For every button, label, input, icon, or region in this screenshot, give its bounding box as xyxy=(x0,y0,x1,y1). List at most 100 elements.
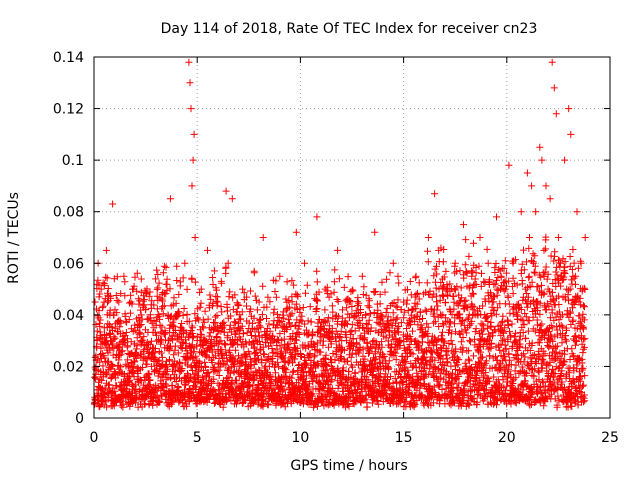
data-point xyxy=(196,359,204,367)
data-point xyxy=(102,273,110,281)
data-point xyxy=(114,343,122,351)
data-point xyxy=(213,286,220,294)
data-point xyxy=(227,328,235,336)
data-point xyxy=(227,380,235,388)
data-point xyxy=(203,338,211,346)
data-point xyxy=(137,275,145,283)
data-point xyxy=(252,348,260,356)
data-point xyxy=(209,274,217,281)
data-point xyxy=(101,354,109,362)
data-point xyxy=(96,290,104,298)
data-point xyxy=(254,386,262,394)
data-point xyxy=(126,309,134,317)
y-tick-label: 0.08 xyxy=(53,205,84,221)
data-point xyxy=(120,272,128,280)
data-point xyxy=(166,374,174,382)
data-point xyxy=(178,333,185,341)
data-point xyxy=(240,289,248,297)
y-tick-label: 0.06 xyxy=(53,256,84,272)
data-point xyxy=(233,400,240,408)
data-point xyxy=(92,375,100,383)
data-point xyxy=(130,282,138,290)
data-point xyxy=(200,347,208,355)
x-tick-label: 25 xyxy=(601,430,619,446)
data-point xyxy=(103,370,111,378)
data-point xyxy=(148,297,156,305)
data-point xyxy=(197,331,205,339)
data-point xyxy=(97,351,104,358)
data-point xyxy=(196,303,204,311)
x-tick-label: 10 xyxy=(291,430,309,446)
data-point xyxy=(174,384,182,392)
data-point xyxy=(230,339,238,346)
data-point xyxy=(173,277,181,284)
data-point xyxy=(253,357,261,365)
data-point xyxy=(243,329,251,337)
data-point xyxy=(164,365,171,373)
data-point xyxy=(135,330,143,338)
data-point xyxy=(179,274,187,282)
data-point xyxy=(156,367,163,375)
data-point xyxy=(230,318,238,326)
data-point xyxy=(235,352,242,360)
data-point xyxy=(226,321,234,329)
data-point xyxy=(137,321,145,328)
data-point xyxy=(197,299,205,307)
data-point xyxy=(121,278,129,286)
data-point xyxy=(183,310,191,318)
data-point xyxy=(247,305,255,313)
data-point xyxy=(99,302,107,310)
y-axis-label: ROTI / TECUs xyxy=(6,192,22,284)
data-point xyxy=(219,403,227,411)
data-point xyxy=(260,391,268,399)
data-point xyxy=(233,382,241,390)
data-point xyxy=(180,305,188,312)
data-point xyxy=(185,317,193,325)
data-point xyxy=(121,370,128,378)
data-point xyxy=(200,378,208,386)
data-point xyxy=(263,315,270,322)
data-point xyxy=(189,348,197,356)
data-point xyxy=(113,273,121,281)
data-point xyxy=(119,403,127,411)
data-point xyxy=(154,284,162,292)
data-point xyxy=(248,332,255,339)
data-point xyxy=(191,310,199,318)
data-point xyxy=(153,362,161,369)
data-point xyxy=(243,302,250,310)
data-point xyxy=(183,285,191,293)
data-point xyxy=(261,364,268,372)
data-point xyxy=(188,322,196,330)
data-point xyxy=(209,281,217,288)
data-point xyxy=(247,287,254,295)
data-point xyxy=(216,381,224,389)
data-point xyxy=(215,399,223,407)
data-point xyxy=(258,359,266,367)
data-point xyxy=(181,396,189,404)
data-point xyxy=(143,285,151,293)
data-point xyxy=(156,398,164,406)
data-point xyxy=(137,311,145,319)
data-point xyxy=(260,350,267,358)
data-point xyxy=(234,340,242,348)
data-point xyxy=(110,333,118,341)
data-point xyxy=(111,306,119,314)
data-point xyxy=(229,353,237,361)
data-point xyxy=(115,356,123,364)
x-tick-label: 5 xyxy=(193,430,202,446)
x-tick-label: 0 xyxy=(90,430,99,446)
data-point xyxy=(128,300,136,308)
data-point xyxy=(225,373,233,381)
data-point xyxy=(173,262,181,270)
data-point xyxy=(256,338,263,345)
y-tick-label: 0.1 xyxy=(62,153,84,169)
data-point xyxy=(117,368,125,376)
data-point xyxy=(99,362,107,370)
data-point xyxy=(112,292,120,299)
data-point xyxy=(153,266,161,274)
data-point xyxy=(146,314,154,322)
data-point xyxy=(234,300,242,308)
data-point xyxy=(237,360,245,368)
data-point xyxy=(126,402,134,410)
